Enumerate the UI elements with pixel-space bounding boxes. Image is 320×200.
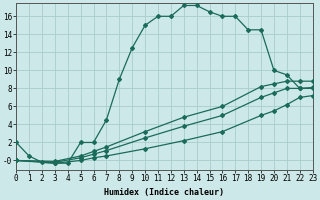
X-axis label: Humidex (Indice chaleur): Humidex (Indice chaleur)	[104, 188, 224, 197]
